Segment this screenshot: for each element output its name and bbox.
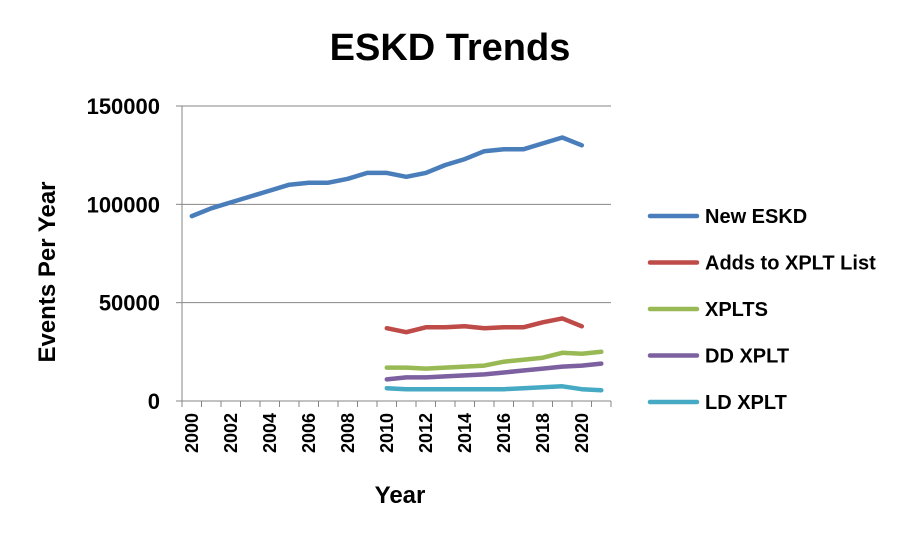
x-tick-label: 2004 <box>260 413 280 453</box>
x-tick-label: 2002 <box>221 413 241 453</box>
legend-label: DD XPLT <box>705 346 789 368</box>
legend-label: LD XPLT <box>705 392 787 414</box>
y-tick-label: 0 <box>148 389 160 414</box>
x-tick-label: 2018 <box>533 413 553 453</box>
y-tick-label: 100000 <box>87 192 160 217</box>
series-lines <box>189 135 604 393</box>
x-tick-labels: 2000 2002 2004 2006 2008 2010 2012 2014 2016 2018… <box>182 413 592 453</box>
legend-label: New ESKD <box>705 206 807 228</box>
gridlines <box>182 105 611 304</box>
x-tick-label: 2012 <box>416 413 436 453</box>
y-tick-labels: 0 50000 100000 150000 <box>87 94 160 414</box>
series-line-ld-xplt <box>384 384 604 393</box>
y-tick-label: 150000 <box>87 94 160 119</box>
x-tick-label: 2010 <box>377 413 397 453</box>
x-tick-label: 2016 <box>494 413 514 453</box>
y-tick-label: 50000 <box>99 291 160 316</box>
legend-label: XPLTS <box>705 299 768 321</box>
x-tick-label: 2006 <box>299 413 319 453</box>
series-line-new-eskd <box>189 135 585 219</box>
legend: New ESKD Adds to XPLT List XPLTS DD XPLT LD … <box>647 206 876 414</box>
y-axis-label: Events Per Year <box>34 181 61 362</box>
chart-title: ESKD Trends <box>330 27 571 69</box>
series-line-dd-xplt <box>384 361 604 382</box>
x-axis-label: Year <box>375 482 426 509</box>
series-line-adds-to-xplt-list <box>384 316 585 335</box>
axes <box>176 105 612 407</box>
series-line-xplts <box>384 349 604 371</box>
legend-label: Adds to XPLT List <box>705 253 876 275</box>
x-tick-label: 2000 <box>182 413 202 453</box>
x-tick-label: 2008 <box>338 413 358 453</box>
x-tick-label: 2020 <box>572 413 592 453</box>
x-tick-label: 2014 <box>455 413 475 453</box>
